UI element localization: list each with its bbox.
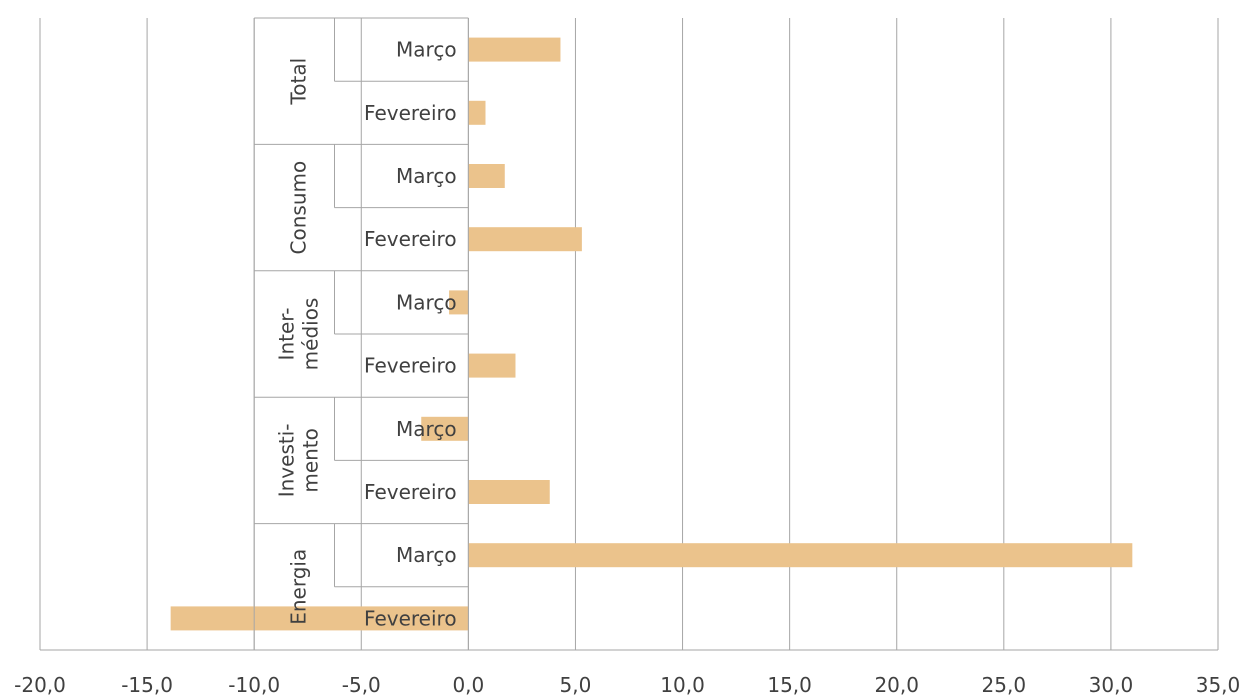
group-label: Consumo [286, 161, 310, 255]
category-label: Fevereiro [364, 606, 457, 630]
x-axis: -20,0 -15,0 -10,0 -5,0 0,0 5,0 10,0 15,0 20,0 25,… [14, 649, 1239, 697]
bar [468, 100, 486, 125]
category-label: Março [396, 543, 457, 567]
bar [468, 37, 561, 62]
category-label: Fevereiro [364, 354, 457, 378]
bar [468, 480, 550, 504]
bar [468, 543, 1133, 568]
category-label: Fevereiro [364, 101, 457, 125]
x-tick-label: 20,0 [874, 673, 919, 697]
group-label: Total [286, 58, 310, 106]
x-tick-label: 15,0 [767, 673, 812, 697]
group-label: Inter-médios [274, 298, 322, 371]
x-tick-label: -5,0 [342, 673, 381, 697]
x-tick-label: -20,0 [14, 673, 66, 697]
bar [468, 353, 516, 378]
x-tick-label: 0,0 [452, 673, 484, 697]
category-label: Março [396, 290, 457, 314]
group-label: Energia [286, 549, 310, 625]
bars [170, 37, 1133, 631]
category-label: Março [396, 417, 457, 441]
x-tick-label: 5,0 [560, 673, 592, 697]
category-label: Março [396, 164, 457, 188]
bar [449, 290, 469, 315]
x-tick-label: -10,0 [228, 673, 280, 697]
category-label: Março [396, 38, 457, 62]
bar [170, 606, 469, 631]
group-label: Investi-mento [274, 424, 322, 498]
category-label: Fevereiro [364, 227, 457, 251]
x-tick-label: 25,0 [982, 673, 1027, 697]
category-table: Total Março Fevereiro Consumo Março Fevereiro… [253, 17, 469, 651]
x-tick-label: 10,0 [660, 673, 705, 697]
category-label: Fevereiro [364, 480, 457, 504]
x-tick-label: 30,0 [1089, 673, 1134, 697]
bar [468, 227, 582, 252]
bar [468, 164, 505, 188]
x-tick-label: 35,0 [1196, 673, 1239, 697]
x-tick-label: -15,0 [121, 673, 173, 697]
bar [421, 416, 469, 441]
